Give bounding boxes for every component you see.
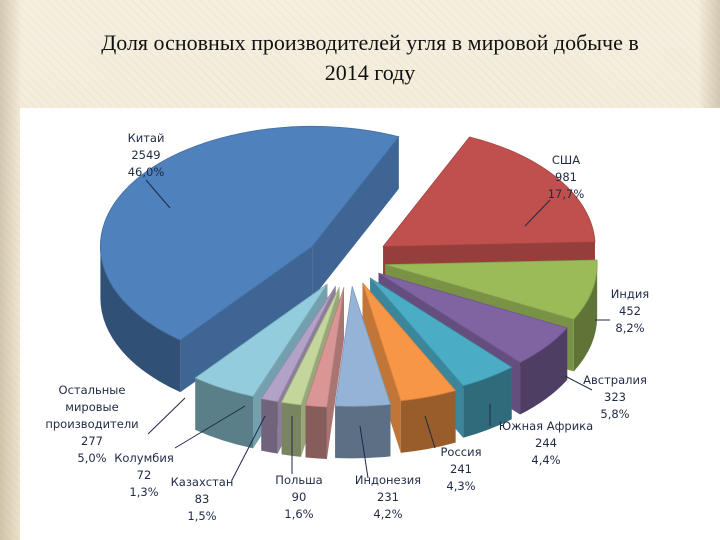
slice-india-side-0 <box>573 264 598 372</box>
label-kazakhstan-value: 83 <box>195 492 210 506</box>
leader-line-usa <box>524 199 551 227</box>
label-others-line2: мировые <box>65 400 118 414</box>
label-india-name: Индия <box>611 287 649 301</box>
slice-russia-side-0 <box>400 390 456 453</box>
label-russia-name: Россия <box>440 445 481 459</box>
label-colombia-percent: 1,3% <box>129 485 158 499</box>
label-indonesia-percent: 4,2% <box>373 507 402 521</box>
slice-russia-top <box>362 282 457 402</box>
slice-china-wall-1 <box>312 136 399 299</box>
label-colombia: Колумбия 72 1,3% <box>114 451 174 499</box>
label-india-value: 452 <box>619 304 641 318</box>
slice-poland-side-0 <box>305 405 327 459</box>
slice-indonesia-top <box>334 286 391 407</box>
label-australia-percent: 5,8% <box>600 407 629 421</box>
label-kazakhstan-percent: 1,5% <box>187 509 216 523</box>
leader-line-colombia <box>174 405 246 449</box>
slice-australia-side-0 <box>520 327 568 415</box>
label-usa-name: США <box>552 153 580 167</box>
leader-line-australia <box>564 375 593 391</box>
slide-title: Доля основных производителей угля в миро… <box>101 30 639 85</box>
label-usa-value: 981 <box>555 170 577 184</box>
label-indonesia-value: 231 <box>377 490 399 504</box>
leader-line-china <box>145 179 171 209</box>
slice-usa-top <box>382 136 596 247</box>
label-china-value: 2549 <box>131 148 160 162</box>
slice-south-africa-side-0 <box>463 367 512 438</box>
slice-russia-wall-1 <box>362 282 401 453</box>
leader-line-russia <box>424 415 436 449</box>
label-india-percent: 8,2% <box>615 321 644 335</box>
label-south-africa: Южная Африка 244 4,4% <box>499 419 593 467</box>
leader-line-kazakhstan <box>231 415 266 481</box>
label-australia-value: 323 <box>604 390 626 404</box>
slice-colombia-side-0 <box>261 398 278 454</box>
label-china: Китай 2549 46,0% <box>128 131 165 179</box>
label-indonesia: Индонезия 231 4,2% <box>355 473 421 521</box>
label-poland-name: Польша <box>275 473 322 487</box>
slice-others-side-0 <box>195 377 254 449</box>
slice-india-top <box>385 259 598 320</box>
slice-kazakhstan-side-0 <box>281 402 302 457</box>
label-south-africa-name: Южная Африка <box>499 419 593 433</box>
label-china-percent: 46,0% <box>128 165 165 179</box>
slice-kazakhstan-top <box>281 286 340 406</box>
slice-poland-top <box>304 287 345 408</box>
label-indonesia-name: Индонезия <box>355 473 421 487</box>
label-south-africa-value: 244 <box>535 436 557 450</box>
label-kazakhstan: Казахстан 83 1,5% <box>171 475 234 523</box>
slice-colombia-top <box>260 286 337 403</box>
label-russia-percent: 4,3% <box>446 479 475 493</box>
label-poland-value: 90 <box>292 490 307 504</box>
label-others-line3: производители <box>45 417 138 431</box>
pie-chart: Китай 2549 46,0% США 981 17,7% Индия 452… <box>45 125 649 523</box>
label-poland: Польша 90 1,6% <box>275 473 322 521</box>
slice-indonesia-side-0 <box>335 404 391 459</box>
slice-australia-top <box>378 272 568 363</box>
chart-area: Китай 2549 46,0% США 981 17,7% Индия 452… <box>20 108 720 540</box>
slice-china <box>100 136 399 393</box>
slice-china-wall-0 <box>180 246 313 393</box>
label-colombia-value: 72 <box>137 468 152 482</box>
label-poland-percent: 1,6% <box>284 507 313 521</box>
leader-line-indonesia <box>359 425 369 479</box>
label-others-percent: 5,0% <box>77 451 106 465</box>
leader-lines <box>145 179 610 481</box>
label-russia-value: 241 <box>450 462 472 476</box>
label-australia: Австралия 323 5,8% <box>583 373 647 421</box>
slide-edge-left <box>0 0 22 540</box>
label-india: Индия 452 8,2% <box>611 287 649 335</box>
slice-china-side-0 <box>100 246 181 393</box>
leader-line-others <box>147 397 186 435</box>
label-others: Остальные мировые производители 277 5,0% <box>45 383 138 465</box>
label-usa: США 981 17,7% <box>548 153 585 201</box>
label-others-value: 277 <box>81 434 103 448</box>
pie-slices <box>100 125 598 459</box>
label-colombia-name: Колумбия <box>114 451 174 465</box>
label-south-africa-percent: 4,4% <box>531 453 560 467</box>
label-russia: Россия 241 4,3% <box>440 445 481 493</box>
label-australia-name: Австралия <box>583 373 647 387</box>
label-others-line1: Остальные <box>59 383 126 397</box>
slice-south-africa-top <box>369 277 513 387</box>
label-kazakhstan-name: Казахстан <box>171 475 234 489</box>
slice-others-top <box>194 283 328 397</box>
label-usa-percent: 17,7% <box>548 187 585 201</box>
label-china-name: Китай <box>128 131 165 145</box>
slice-china-top <box>100 125 400 341</box>
